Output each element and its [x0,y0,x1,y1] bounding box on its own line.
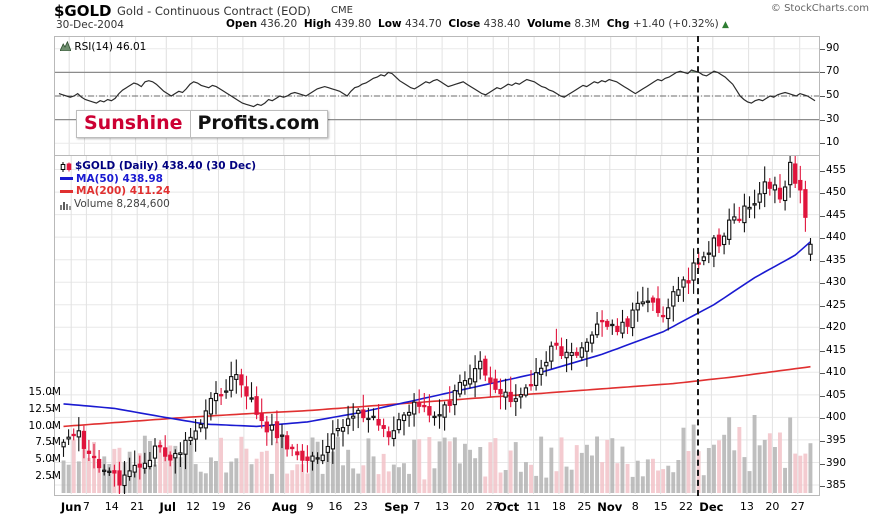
price-axis-label: 440 [826,231,847,244]
date-axis-label: 27 [485,500,500,513]
price-axis-label: 395 [826,433,847,446]
volume-label: Volume [527,18,571,30]
close-label: Close [448,18,481,30]
price-plot [55,156,819,494]
price-axis-label: 425 [826,298,847,311]
volume-value: 8.3M [574,18,601,30]
price-axis-label: 435 [826,253,847,266]
date-axis-label: 13 [739,500,754,513]
rsi-axis-label: 10 [826,136,840,149]
price-axis-label: 405 [826,388,847,401]
close-value: 438.40 [483,18,521,30]
date-axis-label: 20 [765,500,780,513]
candlesticks [61,156,813,494]
rsi-panel [54,36,820,156]
date-axis-label: Nov [597,500,623,514]
volume-legend-text: Volume 8,284,600 [74,197,170,210]
price-axis-label: 445 [826,208,847,221]
ma50-line [63,241,812,428]
up-triangle-icon: ▲ [722,20,729,30]
line-swatch-blue-icon [60,177,73,181]
rsi-legend: RSI(14) 46.01 [60,40,146,53]
quote-bar: Open 436.20 High 439.80 Low 434.70 Close… [226,18,729,30]
ma50-legend-text: MA(50) 438.98 [76,172,163,185]
price-axis-label: 385 [826,479,847,491]
quote-date: 30-Dec-2004 [56,19,124,31]
watermark-part1: Sunshine [76,110,191,138]
mountain-icon [60,41,71,51]
date-axis-label: 16 [328,500,343,513]
rsi-legend-text: RSI(14) 46.01 [74,41,147,53]
date-axis-label: 18 [551,500,566,513]
date-axis-label: Jun [60,500,82,514]
open-label: Open [226,18,258,30]
chart-symbol: $GOLD [54,2,112,20]
date-axis-label: Dec [699,500,724,514]
date-axis-label: 11 [526,500,541,513]
ma200-line [63,365,811,428]
rsi-axis-label: 90 [826,41,840,54]
date-axis-label: 13 [435,500,450,513]
rsi-axis-label: 70 [826,65,840,78]
volume-axis-label: 15.0M [28,385,61,398]
date-axis-label: 26 [236,500,251,513]
high-value: 439.80 [334,18,372,30]
rsi-axis-label: 50 [826,89,840,101]
date-axis-label: 23 [353,500,368,513]
candlestick-icon [60,162,72,173]
date-axis-label: 14 [104,500,119,513]
rsi-line [58,69,816,108]
chg-value: +1.40 (+0.32%) [632,18,719,30]
line-swatch-red-icon [60,189,73,193]
date-axis-label: 12 [186,500,201,513]
open-value: 436.20 [260,18,298,30]
watermark-part2: Profits.com [190,110,328,138]
volume-axis-label: 12.5M [28,402,61,415]
price-axis-label: 420 [826,321,847,334]
date-axis-label: 20 [460,500,475,513]
chg-label: Chg [606,18,630,30]
date-axis-label: Jul [159,500,176,514]
price-axis-label: 450 [826,186,847,199]
rsi-axis-label: 30 [826,112,840,125]
date-axis-label: 9 [306,500,314,513]
date-axis-label: 27 [790,500,805,513]
date-axis-label: 15 [653,500,668,513]
low-label: Low [378,18,402,30]
price-axis-label: 455 [826,163,847,176]
date-axis-label: Sep [384,500,409,514]
price-axis-label: 400 [826,411,847,424]
price-legend: $GOLD (Daily) 438.40 (30 Dec) MA(50) 438… [60,160,256,210]
price-axis-label: 415 [826,343,847,356]
low-value: 434.70 [404,18,442,30]
date-axis-label: Aug [271,500,298,514]
volume-axis-label: 7.5M [35,436,61,449]
bars-icon [60,200,71,210]
stockcharts-logo: © StockCharts.com [770,3,869,14]
date-axis-label: 8 [631,500,639,513]
volume-axis-label: 2.5M [35,470,61,483]
date-axis-label: 22 [679,500,693,513]
date-axis-label: 25 [577,500,592,513]
date-axis-label: 7 [82,500,90,513]
volume-axis-label: 5.0M [35,453,61,466]
date-marker-line [697,36,699,496]
chart-title: Gold - Continuous Contract (EOD) [117,4,311,18]
date-axis-label: Oct [497,500,520,514]
sunshine-profits-watermark: Sunshine Profits.com [76,110,328,138]
exchange-label: CME [331,5,353,16]
ma200-legend-text: MA(200) 411.24 [76,185,171,197]
price-legend-title: $GOLD (Daily) 438.40 (30 Dec) [75,160,257,172]
price-axis-label: 410 [826,366,847,379]
price-axis-label: 430 [826,276,847,289]
date-axis-label: 21 [130,500,145,513]
volume-axis-label: 10.0M [28,419,61,432]
high-label: High [303,18,332,30]
date-axis-label: 7 [413,500,421,513]
date-axis-label: 19 [211,500,226,513]
price-axis-label: 390 [826,456,847,469]
price-panel [54,156,820,496]
rsi-plot [55,37,819,155]
